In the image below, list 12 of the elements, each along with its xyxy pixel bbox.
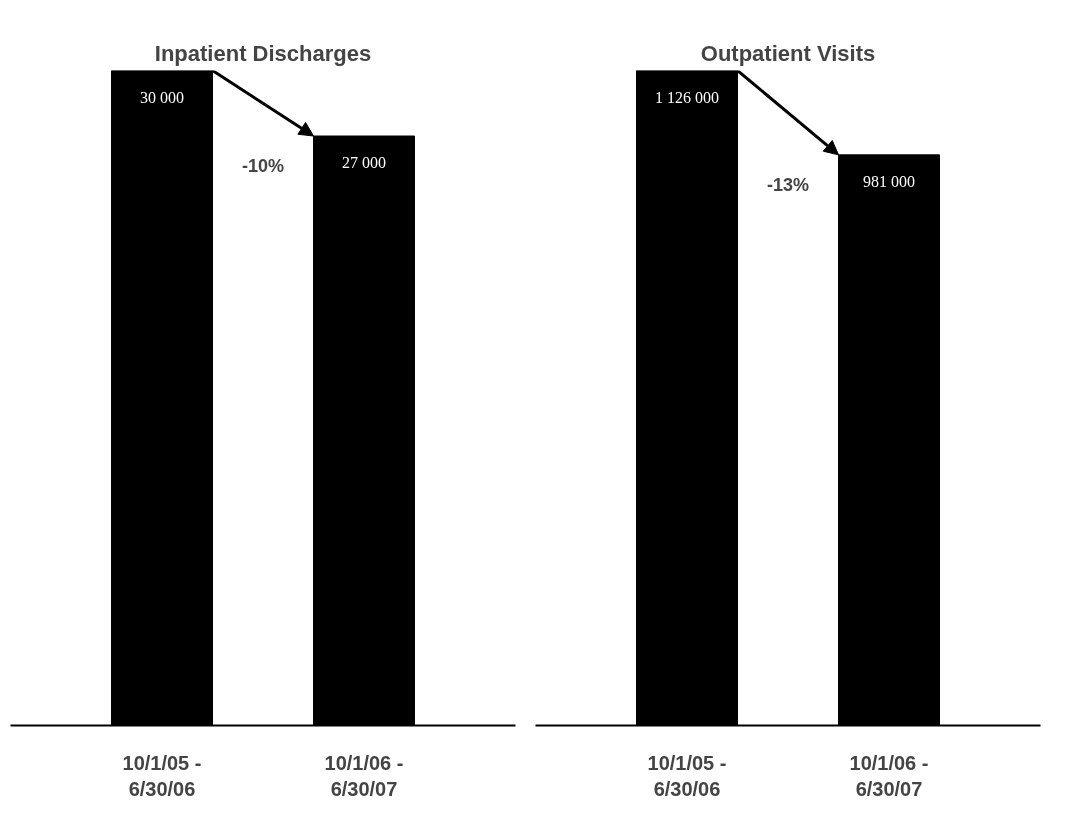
data-label: 1 126 000 xyxy=(655,88,719,106)
x-tick-label: 10/1/05 - 6/30/06 xyxy=(647,751,727,800)
chart-title: Outpatient Visits xyxy=(700,40,876,66)
data-label: 30 000 xyxy=(140,88,184,106)
x-tick-label: 10/1/06 - 6/30/07 xyxy=(849,751,929,800)
data-label: 981 000 xyxy=(863,172,915,190)
chart-title: Inpatient Discharges xyxy=(154,40,372,66)
annotation: -13% xyxy=(766,174,810,195)
x-tick-label: 10/1/06 - 6/30/07 xyxy=(324,751,404,800)
x-tick-label: 10/1/05 - 6/30/06 xyxy=(122,751,202,800)
annotation: -10% xyxy=(241,156,285,176)
data-label: 27 000 xyxy=(342,154,386,171)
